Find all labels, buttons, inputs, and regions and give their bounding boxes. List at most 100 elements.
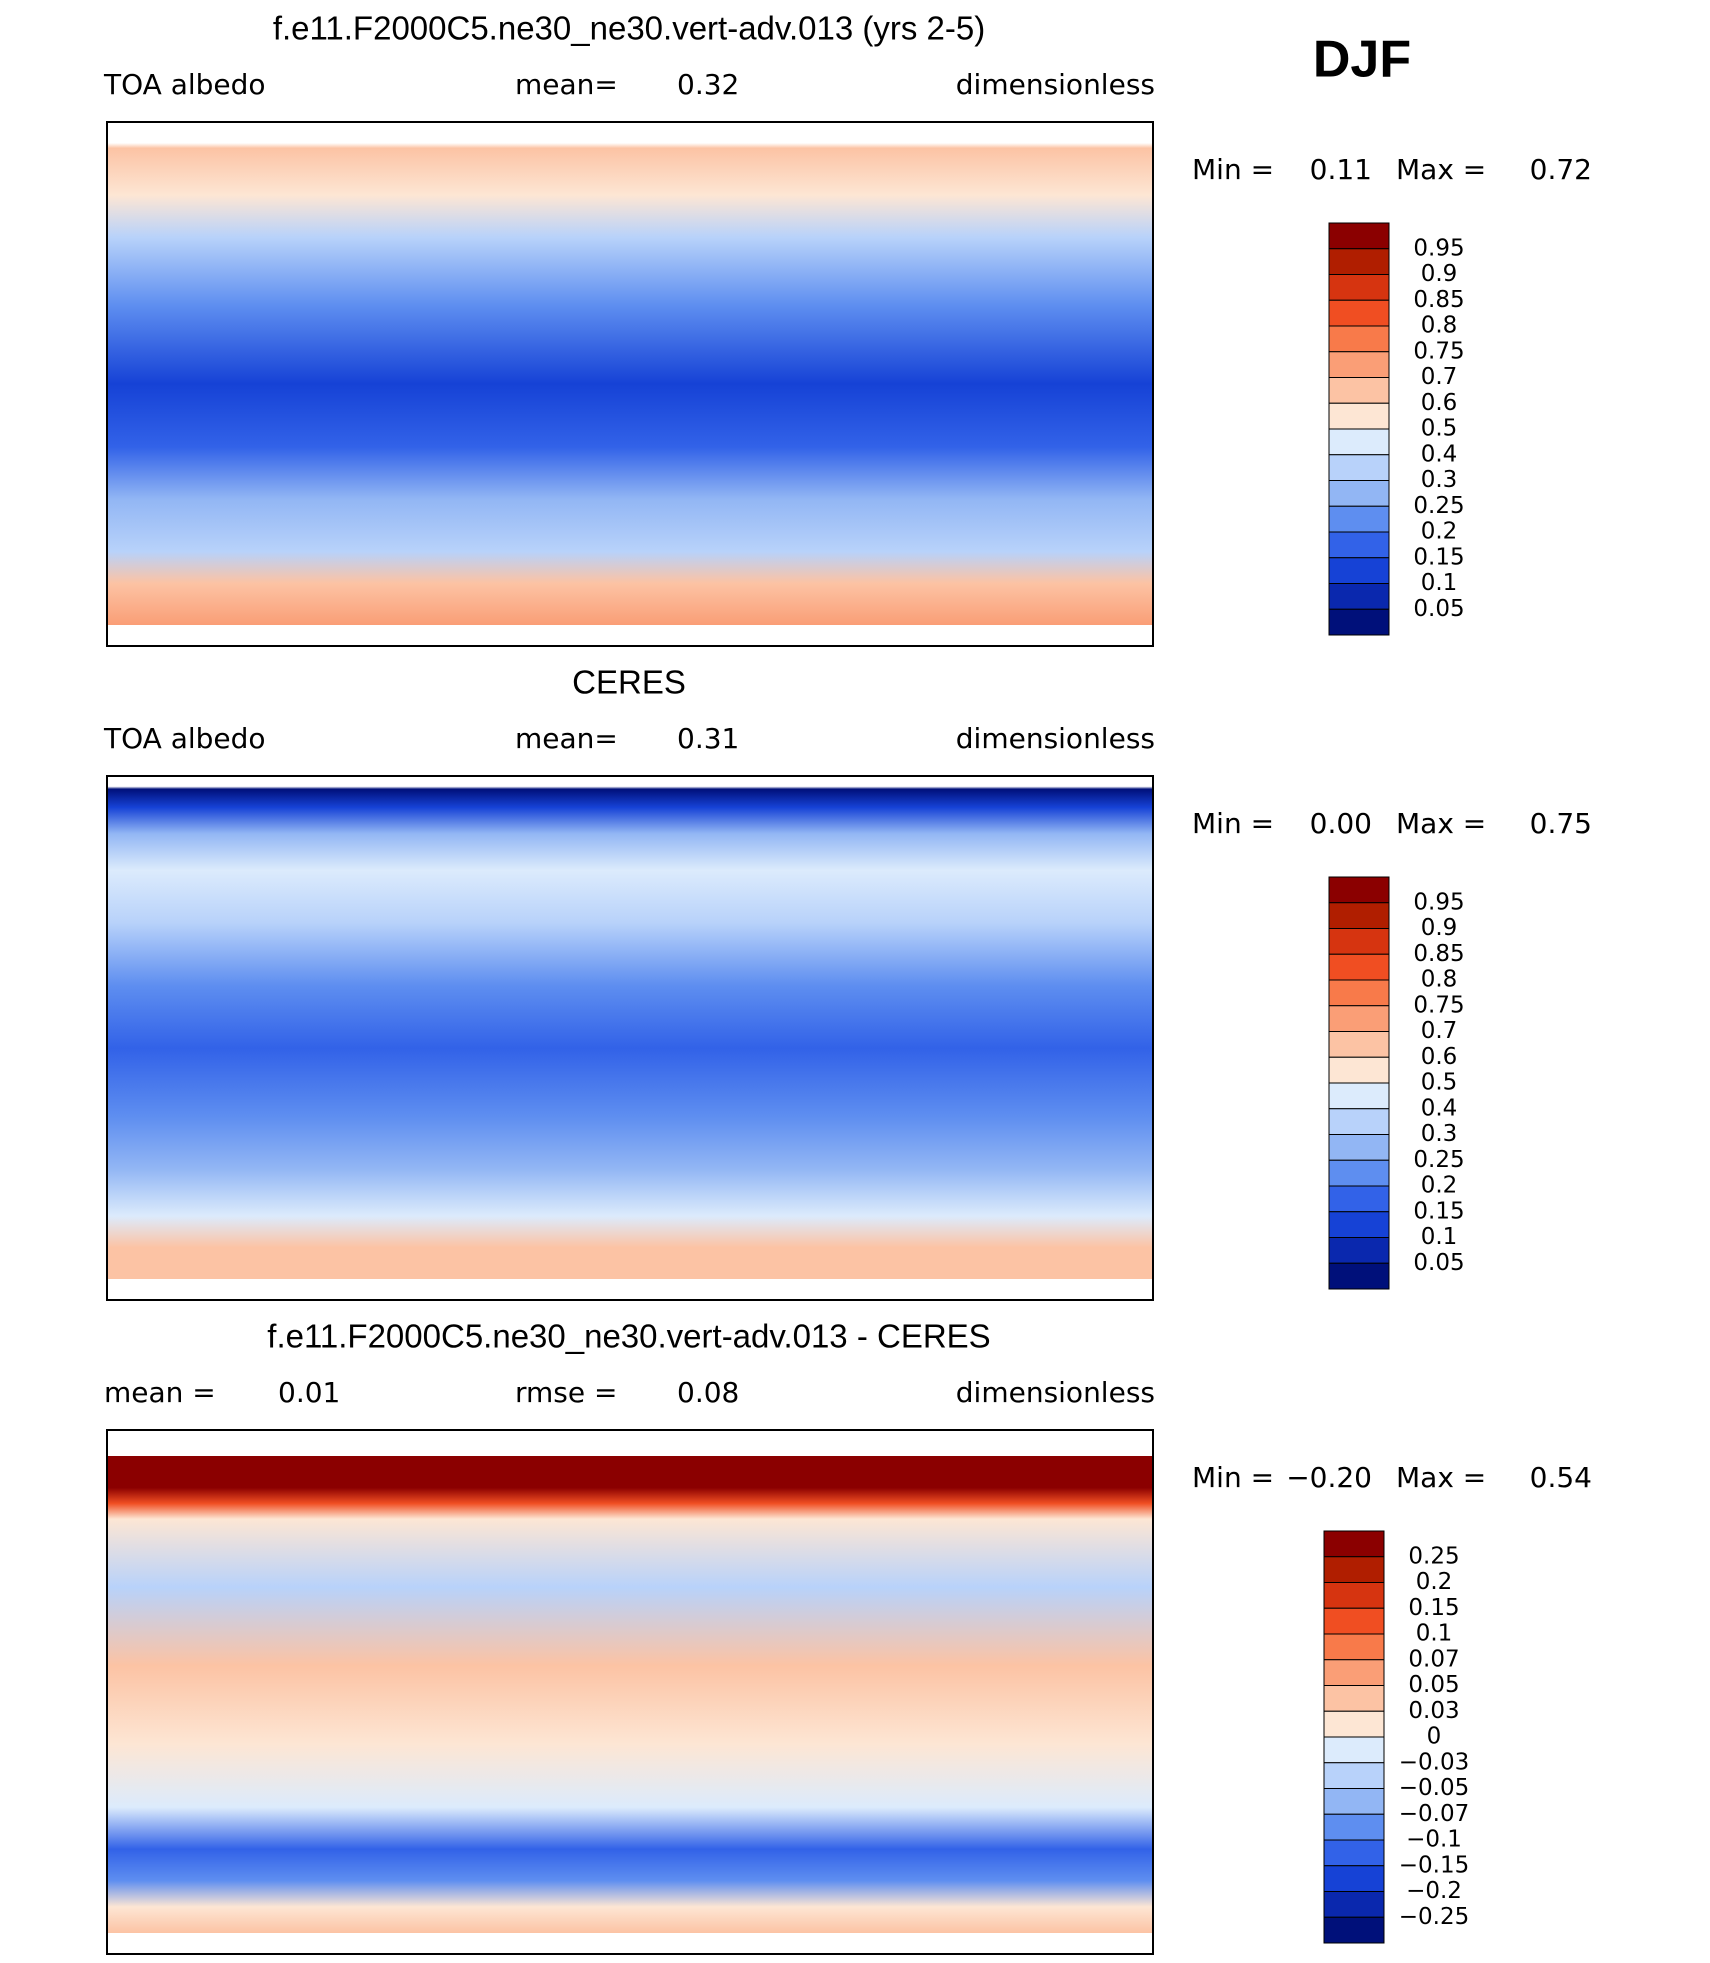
min-value: 0.11 bbox=[1310, 153, 1372, 186]
colorbar-box bbox=[1323, 1556, 1385, 1583]
map-field bbox=[106, 121, 1154, 647]
colorbar-label: 0.8 bbox=[1421, 313, 1458, 339]
colorbar-label: 0.15 bbox=[1408, 1595, 1459, 1621]
subtitle-left: TOA albedo bbox=[103, 722, 266, 755]
colorbar-box bbox=[1328, 1159, 1390, 1187]
colorbar-box bbox=[1328, 1108, 1390, 1135]
colorbar-box bbox=[1328, 505, 1390, 533]
subtitle-center: 0.32 bbox=[677, 68, 739, 101]
subtitle-center: mean= bbox=[515, 722, 618, 755]
colorbar-box bbox=[1328, 557, 1390, 584]
colorbar-label: 0.1 bbox=[1421, 1224, 1458, 1250]
colorbar-label: 0.75 bbox=[1413, 992, 1464, 1018]
colorbar-box bbox=[1323, 1813, 1385, 1841]
max-label: Max = bbox=[1396, 1461, 1486, 1494]
colorbar-box bbox=[1323, 1633, 1385, 1661]
colorbar-box bbox=[1328, 902, 1390, 929]
colorbar-label: 0.85 bbox=[1413, 941, 1464, 967]
subtitle-center: rmse = bbox=[515, 1376, 617, 1409]
colorbar-box bbox=[1323, 1788, 1385, 1815]
subtitle-left: TOA albedo bbox=[103, 68, 266, 101]
colorbar-box bbox=[1323, 1891, 1385, 1918]
colorbar-label: 0.75 bbox=[1413, 338, 1464, 364]
panel-title: CERES bbox=[572, 664, 686, 701]
colorbar-label: −0.05 bbox=[1399, 1775, 1469, 1801]
colorbar-label: −0.2 bbox=[1406, 1878, 1462, 1904]
colorbar-label: −0.03 bbox=[1399, 1749, 1469, 1775]
colorbar-box bbox=[1328, 608, 1390, 636]
colorbar-box bbox=[1323, 1582, 1385, 1609]
min-label: Min = bbox=[1192, 1461, 1274, 1494]
colorbar-box bbox=[1323, 1607, 1385, 1635]
colorbar-label: 0.8 bbox=[1421, 967, 1458, 993]
map-field bbox=[106, 775, 1154, 1301]
season-label: DJF bbox=[1313, 31, 1411, 89]
colorbar-box bbox=[1328, 531, 1390, 559]
colorbar-label: 0.05 bbox=[1408, 1672, 1459, 1698]
colorbar-box bbox=[1323, 1685, 1385, 1712]
colorbar-box bbox=[1328, 454, 1390, 481]
colorbar-label: 0.7 bbox=[1421, 1018, 1458, 1044]
colorbar-label: −0.15 bbox=[1399, 1852, 1469, 1878]
colorbar-box bbox=[1323, 1736, 1385, 1764]
colorbar-label: 0.85 bbox=[1413, 287, 1464, 313]
map-field bbox=[106, 1429, 1154, 1955]
colorbar-label: 0.3 bbox=[1421, 467, 1458, 493]
colorbar-label: 0.25 bbox=[1413, 1147, 1464, 1173]
min-value: −0.20 bbox=[1286, 1461, 1372, 1494]
subtitle-center: mean= bbox=[515, 68, 618, 101]
colorbar-label: 0.5 bbox=[1421, 416, 1458, 442]
panels: f.e11.F2000C5.ne30_ne30.vert-adv.013 (yr… bbox=[103, 10, 1592, 1955]
colorbar-box bbox=[1328, 1031, 1390, 1058]
panel-title: f.e11.F2000C5.ne30_ne30.vert-adv.013 - C… bbox=[267, 1318, 990, 1355]
colorbar-box bbox=[1328, 979, 1390, 1007]
colorbar-label: 0.7 bbox=[1421, 364, 1458, 390]
min-label: Min = bbox=[1192, 153, 1274, 186]
colorbar-box bbox=[1328, 1056, 1390, 1084]
max-label: Max = bbox=[1396, 153, 1486, 186]
subtitle-left: 0.01 bbox=[278, 1376, 340, 1409]
colorbar-box bbox=[1328, 299, 1390, 327]
colorbar-label: 0.95 bbox=[1413, 889, 1464, 915]
colorbar-label: 0.4 bbox=[1421, 441, 1458, 467]
colorbar-box bbox=[1328, 222, 1390, 250]
colorbar-box bbox=[1328, 428, 1390, 456]
colorbar-label: 0.5 bbox=[1421, 1070, 1458, 1096]
colorbar-box bbox=[1328, 1211, 1390, 1238]
colorbar-box bbox=[1328, 953, 1390, 981]
colorbar-box bbox=[1328, 351, 1390, 378]
subtitle-left: mean = bbox=[104, 1376, 216, 1409]
max-value: 0.75 bbox=[1530, 807, 1592, 840]
colorbar-box bbox=[1323, 1916, 1385, 1944]
colorbar-box bbox=[1328, 876, 1390, 904]
colorbar-label: 0.2 bbox=[1421, 1173, 1458, 1199]
colorbar-label: 0.2 bbox=[1421, 519, 1458, 545]
colorbar-label: −0.25 bbox=[1399, 1904, 1469, 1930]
colorbar-label: 0.05 bbox=[1413, 596, 1464, 622]
colorbar-label: 0.2 bbox=[1416, 1569, 1453, 1595]
colorbar-box bbox=[1328, 274, 1390, 301]
colorbar-box bbox=[1323, 1762, 1385, 1789]
colorbar-box bbox=[1323, 1839, 1385, 1867]
colorbar-label: 0 bbox=[1427, 1724, 1442, 1750]
colorbar-box bbox=[1328, 1005, 1390, 1032]
colorbar-label: 0.25 bbox=[1408, 1543, 1459, 1569]
colorbar-box bbox=[1328, 583, 1390, 610]
colorbar-box bbox=[1328, 1185, 1390, 1213]
subtitle-center: 0.31 bbox=[677, 722, 739, 755]
min-label: Min = bbox=[1192, 807, 1274, 840]
colorbar-box bbox=[1328, 402, 1390, 430]
colorbar-box bbox=[1323, 1659, 1385, 1686]
colorbar-box bbox=[1328, 248, 1390, 275]
min-value: 0.00 bbox=[1310, 807, 1372, 840]
colorbar-label: 0.07 bbox=[1408, 1646, 1459, 1672]
colorbar-box bbox=[1328, 325, 1390, 353]
colorbar-box bbox=[1328, 480, 1390, 507]
subtitle-right: dimensionless bbox=[956, 1376, 1155, 1409]
colorbar-label: 0.6 bbox=[1421, 390, 1458, 416]
colorbar-box bbox=[1328, 928, 1390, 955]
colorbar-box bbox=[1323, 1530, 1385, 1558]
max-value: 0.72 bbox=[1530, 153, 1592, 186]
panel-title: f.e11.F2000C5.ne30_ne30.vert-adv.013 (yr… bbox=[273, 10, 985, 47]
